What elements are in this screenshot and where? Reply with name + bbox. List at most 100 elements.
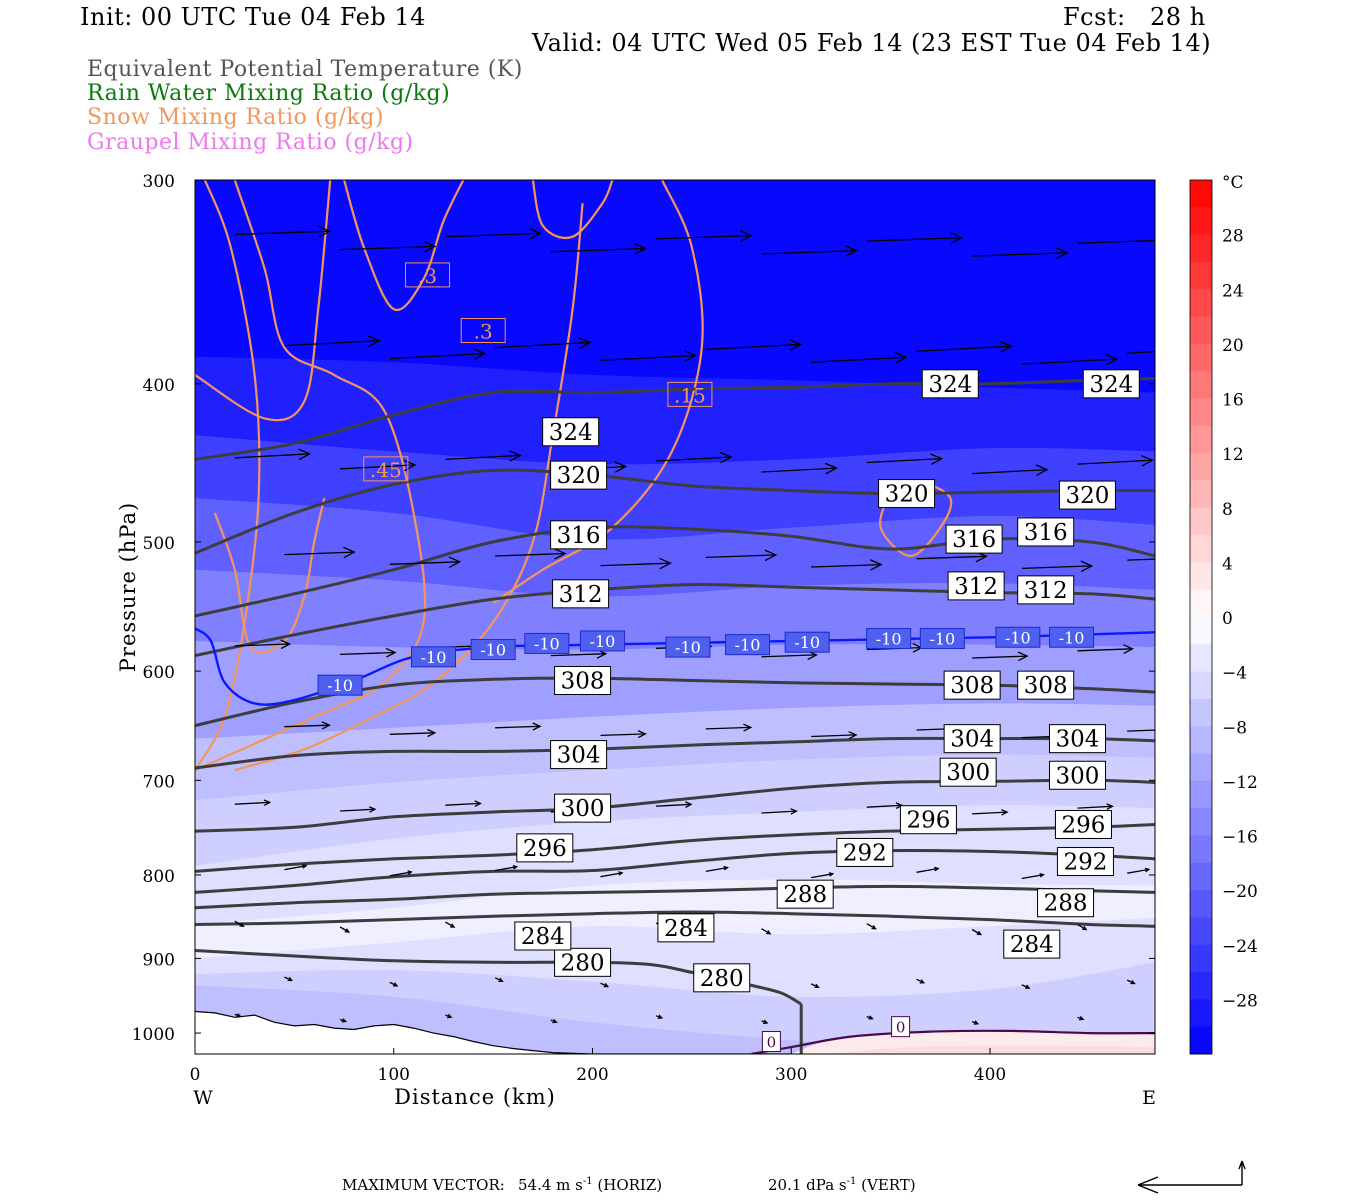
wind-vector — [234, 920, 244, 927]
theta-e-label: 304 — [1056, 727, 1100, 753]
theta-e-label-box — [1054, 809, 1112, 839]
plot-frame — [194, 179, 1156, 1055]
wind-vector — [340, 651, 396, 656]
wind-vector-head — [552, 1018, 558, 1024]
wind-vector — [761, 810, 797, 814]
theta-e-label: 296 — [906, 808, 950, 834]
wind-vector — [916, 345, 1012, 352]
wind-vector-head — [1130, 979, 1136, 985]
snow-contour — [234, 203, 584, 772]
wind-vector-head — [393, 982, 399, 987]
wind-vector-head — [1141, 454, 1154, 467]
wind-vector — [761, 654, 817, 658]
colorbar-segment — [1190, 371, 1212, 399]
colorbar-tick-label: −8 — [1222, 718, 1247, 738]
wind-vector-head — [950, 232, 964, 244]
theta-e-contour-300 — [195, 778, 1155, 833]
theta-e-label-box — [516, 833, 574, 863]
theta-e-label: 292 — [1063, 850, 1107, 876]
isotherm-label: -10 — [876, 629, 902, 648]
wind-vector-head — [1025, 984, 1031, 989]
snow-contour — [195, 180, 261, 771]
wind-vector-head — [1017, 651, 1029, 662]
wind-vector-head — [368, 806, 377, 813]
wind-vector — [284, 724, 330, 728]
wind-vector-head — [302, 864, 308, 869]
theta-e-label: 312 — [559, 582, 603, 608]
theta-e-label-box — [945, 524, 1003, 554]
colorbar-tick-label: −12 — [1222, 773, 1258, 793]
wind-vector-head — [578, 337, 592, 349]
wind-vector-head — [1144, 867, 1151, 873]
snow-contour — [492, 180, 704, 604]
x-end-label-east: E — [1142, 1087, 1156, 1109]
colorbar-segment — [1190, 425, 1212, 454]
wind-vector — [656, 456, 732, 462]
wind-vector — [389, 561, 460, 565]
wind-vector — [866, 457, 942, 464]
wind-vector-head — [341, 1018, 348, 1023]
theta-e-label-box — [1037, 888, 1095, 918]
legend-theta-e: Equivalent Potential Temperature (K) — [87, 57, 523, 82]
isotherm-label: -10 — [794, 633, 820, 652]
wind-vector — [1127, 729, 1155, 732]
isotherm-label: -10 — [327, 676, 353, 695]
theta-e-contour-288 — [195, 884, 1155, 910]
colorbar-tick-label: 28 — [1222, 227, 1244, 247]
colorbar-segment — [1190, 1026, 1212, 1055]
init-time: Init: 00 UTC Tue 04 Feb 14 — [80, 3, 426, 31]
wind-vector-head — [344, 928, 351, 933]
isotherm-zero — [751, 1029, 1155, 1054]
wind-vector — [1077, 923, 1087, 931]
wind-vector-head — [848, 731, 858, 740]
theta-e-label: 296 — [1061, 812, 1105, 838]
wind-vector — [1127, 868, 1149, 874]
theta-e-contour-304 — [195, 736, 1155, 770]
colorbar-frame — [1189, 179, 1213, 1055]
wind-vector — [810, 873, 833, 879]
colorbar-segment — [1190, 589, 1212, 618]
theta-e-label: 292 — [843, 840, 887, 866]
wind-vector — [389, 352, 485, 360]
colorbar-tick-label: 20 — [1222, 336, 1244, 356]
wind-vector-head — [553, 548, 567, 560]
isotherm-label-box — [524, 632, 570, 654]
wind-vector-head — [407, 870, 413, 875]
theta-e-label: 308 — [950, 673, 994, 699]
wind-vector-head — [618, 871, 624, 876]
y-tick-label: 800 — [143, 867, 175, 887]
wind-vector-head — [657, 1014, 664, 1019]
isotherm-label: -10 — [534, 634, 560, 653]
wind-vector-head — [512, 864, 519, 870]
wind-vector — [811, 734, 857, 738]
theta-e-label: 280 — [561, 950, 605, 976]
isotherm-label-box — [579, 630, 625, 652]
snow-label: .15 — [674, 383, 706, 407]
wind-vector — [600, 733, 646, 737]
theta-e-label-box — [878, 479, 936, 509]
isotherm-label-box — [995, 626, 1041, 648]
horiz-exp: -1 — [582, 1176, 593, 1187]
wind-vector-head — [894, 352, 908, 364]
wind-vector — [705, 726, 751, 730]
wind-vector — [550, 653, 606, 657]
wind-vector — [445, 802, 481, 806]
theta-e-label: 300 — [946, 760, 990, 786]
isotherm-label: -10 — [480, 641, 506, 660]
wind-vector-head — [529, 228, 542, 240]
wind-vector — [972, 252, 1068, 257]
wind-vector-head — [474, 800, 482, 807]
max-vector-prefix: MAXIMUM VECTOR: — [342, 1176, 505, 1194]
wind-vector-head — [868, 1015, 874, 1020]
isotherm-zero-label-box — [891, 1016, 911, 1038]
theta-e-label-box — [1017, 575, 1075, 605]
wind-vector — [600, 354, 696, 362]
wind-vector — [234, 801, 270, 805]
wind-vector-head — [298, 448, 312, 461]
isotherm-label: -10 — [590, 632, 616, 651]
legend-rain: Rain Water Mixing Ratio (g/kg) — [87, 81, 451, 106]
isotherm-label-box — [1049, 626, 1095, 648]
colorbar-segment — [1190, 972, 1212, 1000]
snow-contour — [195, 180, 427, 772]
wind-vector — [1077, 459, 1153, 465]
